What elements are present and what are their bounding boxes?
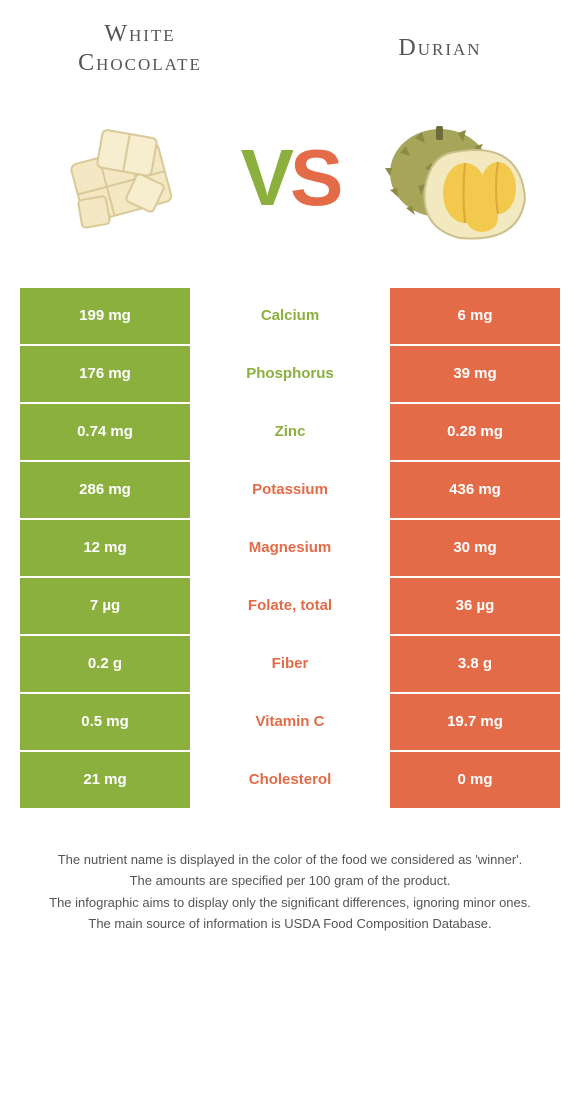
food-right-title: Durian bbox=[340, 34, 540, 63]
value-left: 21 mg bbox=[20, 752, 190, 808]
value-right: 0 mg bbox=[390, 752, 560, 808]
nutrient-label: Potassium bbox=[190, 462, 390, 518]
nutrient-row: 0.5 mgVitamin C19.7 mg bbox=[20, 694, 560, 752]
nutrient-label: Magnesium bbox=[190, 520, 390, 576]
nutrient-label: Phosphorus bbox=[190, 346, 390, 402]
nutrient-row: 21 mgCholesterol0 mg bbox=[20, 752, 560, 810]
header: White Chocolate Durian bbox=[0, 0, 580, 88]
vs-v: V bbox=[241, 132, 290, 224]
value-left: 0.74 mg bbox=[20, 404, 190, 460]
vs-s: S bbox=[290, 132, 339, 224]
value-right: 30 mg bbox=[390, 520, 560, 576]
value-right: 36 µg bbox=[390, 578, 560, 634]
nutrient-row: 12 mgMagnesium30 mg bbox=[20, 520, 560, 578]
nutrient-row: 199 mgCalcium6 mg bbox=[20, 288, 560, 346]
white-chocolate-image bbox=[40, 98, 200, 258]
value-right: 19.7 mg bbox=[390, 694, 560, 750]
nutrient-label: Cholesterol bbox=[190, 752, 390, 808]
nutrient-row: 286 mgPotassium436 mg bbox=[20, 462, 560, 520]
footer-notes: The nutrient name is displayed in the co… bbox=[20, 850, 560, 934]
footer-line: The amounts are specified per 100 gram o… bbox=[20, 871, 560, 891]
hero-row: VS bbox=[0, 88, 580, 288]
value-right: 6 mg bbox=[390, 288, 560, 344]
value-left: 0.2 g bbox=[20, 636, 190, 692]
nutrient-label: Calcium bbox=[190, 288, 390, 344]
value-left: 199 mg bbox=[20, 288, 190, 344]
value-left: 286 mg bbox=[20, 462, 190, 518]
value-left: 7 µg bbox=[20, 578, 190, 634]
footer-line: The nutrient name is displayed in the co… bbox=[20, 850, 560, 870]
nutrient-row: 0.2 gFiber3.8 g bbox=[20, 636, 560, 694]
footer-line: The main source of information is USDA F… bbox=[20, 914, 560, 934]
footer-line: The infographic aims to display only the… bbox=[20, 893, 560, 913]
nutrient-label: Vitamin C bbox=[190, 694, 390, 750]
nutrient-label: Fiber bbox=[190, 636, 390, 692]
nutrient-row: 176 mgPhosphorus39 mg bbox=[20, 346, 560, 404]
value-right: 436 mg bbox=[390, 462, 560, 518]
vs-label: VS bbox=[241, 132, 340, 224]
value-right: 39 mg bbox=[390, 346, 560, 402]
nutrient-label: Zinc bbox=[190, 404, 390, 460]
nutrient-table: 199 mgCalcium6 mg176 mgPhosphorus39 mg0.… bbox=[20, 288, 560, 810]
nutrient-label: Folate, total bbox=[190, 578, 390, 634]
nutrient-row: 0.74 mgZinc0.28 mg bbox=[20, 404, 560, 462]
value-right: 3.8 g bbox=[390, 636, 560, 692]
durian-image bbox=[380, 98, 540, 258]
food-left-title: White Chocolate bbox=[40, 20, 240, 78]
value-left: 176 mg bbox=[20, 346, 190, 402]
nutrient-row: 7 µgFolate, total36 µg bbox=[20, 578, 560, 636]
value-left: 12 mg bbox=[20, 520, 190, 576]
value-right: 0.28 mg bbox=[390, 404, 560, 460]
value-left: 0.5 mg bbox=[20, 694, 190, 750]
